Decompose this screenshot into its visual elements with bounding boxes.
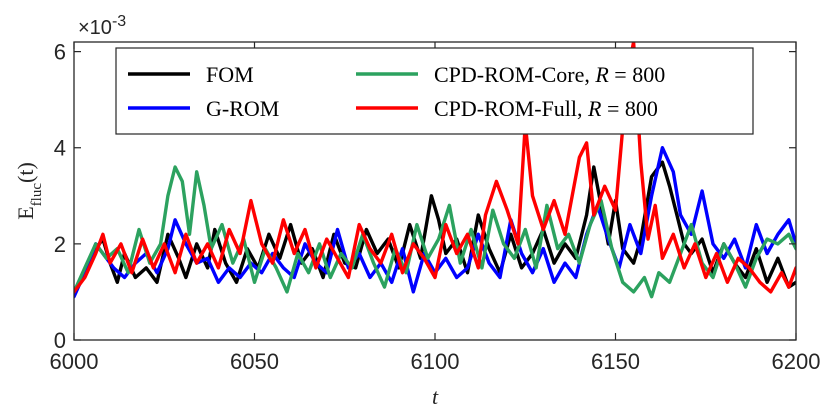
- x-axis-title: t: [432, 384, 439, 409]
- x-tick-label: 6100: [411, 349, 460, 374]
- y-axis-title-arg: (t): [13, 162, 38, 183]
- x-tick-label: 6150: [591, 349, 640, 374]
- y-tick-label: 2: [54, 232, 66, 257]
- x-tick-label: 6000: [50, 349, 99, 374]
- legend-label-g-rom: G-ROM: [206, 96, 279, 121]
- y-axis-title-main: E: [13, 206, 38, 219]
- series-line-cpd-rom-full-r-800: [74, 42, 796, 294]
- y-tick-label: 4: [54, 136, 66, 161]
- y-exponent-power: -3: [112, 13, 126, 30]
- legend: FOM G-ROM CPD-ROM-Core, R = 800 CPD-ROM-Ful…: [115, 47, 754, 135]
- x-tick-label: 6200: [772, 349, 821, 374]
- legend-label-cpd-rom-core-r-800: CPD-ROM-Core, R = 800: [434, 62, 665, 87]
- y-axis: 0 2 4 6: [54, 40, 796, 353]
- y-tick-label: 6: [54, 40, 66, 65]
- legend-items: FOM G-ROM CPD-ROM-Core, R = 800 CPD-ROM-Ful…: [128, 62, 665, 121]
- legend-label-cpd-rom-full-r-800: CPD-ROM-Full, R = 800: [434, 96, 658, 121]
- y-axis-title-sub: fluc: [29, 183, 45, 207]
- y-axis-title: Efluc(t): [13, 162, 45, 220]
- x-axis: 6000 6050 6100 6150 6200: [50, 42, 821, 374]
- x-tick-label: 6050: [230, 349, 279, 374]
- y-tick-label: 0: [54, 328, 66, 353]
- y-exponent-label: ×10-3: [78, 13, 126, 40]
- series-line-cpd-rom-core-r-800: [74, 165, 796, 299]
- legend-box: [115, 47, 754, 135]
- legend-label-fom: FOM: [206, 62, 254, 87]
- series-layer: [74, 42, 796, 299]
